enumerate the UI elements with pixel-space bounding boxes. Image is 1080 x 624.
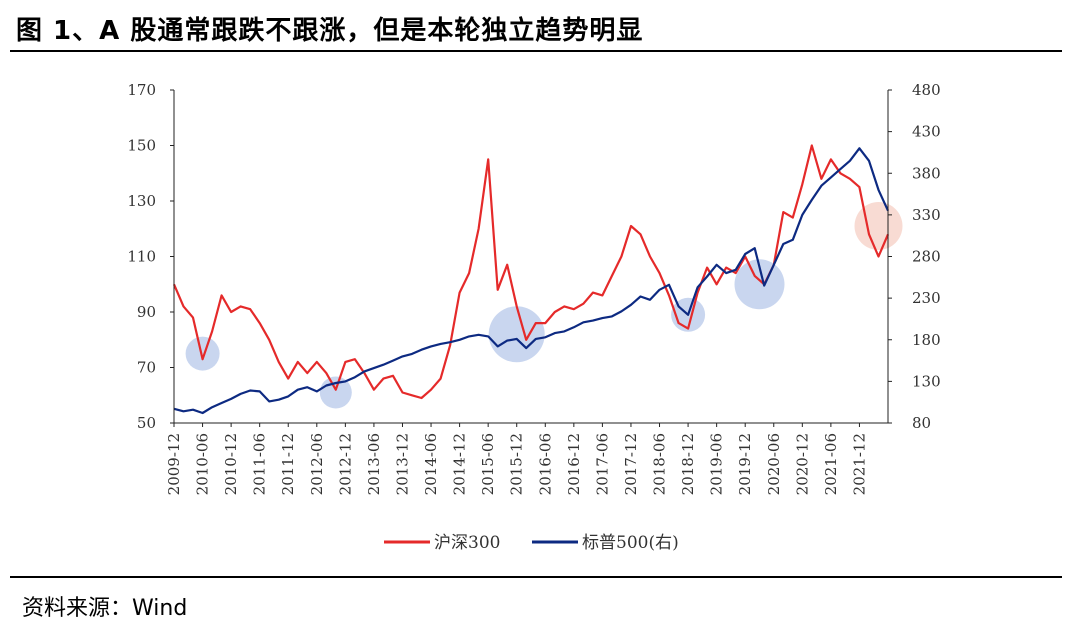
left-tick-label: 110 [127, 248, 156, 266]
source-note: 资料来源：Wind [22, 596, 188, 621]
x-tick-label: 2011-12 [279, 433, 297, 495]
right-tick-label: 430 [912, 123, 941, 141]
series-line-sp500 [173, 147, 890, 415]
highlight-circle-6 [854, 202, 903, 250]
legend-label: 标普500(右) [582, 533, 679, 553]
series-lines [172, 144, 890, 415]
x-tick-label: 2015-12 [508, 433, 526, 495]
x-tick-label: 2019-12 [736, 433, 754, 495]
left-tick-label: 150 [127, 137, 156, 155]
chart-legend: 沪深300 标普500(右) [384, 533, 679, 553]
right-tick-label: 180 [912, 331, 941, 349]
x-tick-label: 2018-06 [651, 433, 669, 495]
x-tick-label: 2015-06 [479, 433, 497, 495]
x-tick-label: 2014-06 [422, 433, 440, 495]
right-tick-label: 230 [912, 289, 941, 307]
x-tick-label: 2013-12 [394, 433, 412, 495]
x-tick-label: 2017-12 [622, 433, 640, 495]
x-tick-label: 2021-06 [822, 433, 840, 495]
bottom-rule [10, 576, 1062, 578]
highlight-circle-3 [488, 306, 545, 363]
x-tick-label: 2020-06 [765, 433, 783, 495]
top-rule [10, 50, 1062, 52]
x-tick-label: 2012-06 [308, 433, 326, 495]
x-tick-label: 2011-06 [251, 433, 269, 495]
left-tick-label: 70 [137, 359, 156, 377]
right-tick-label: 330 [912, 206, 941, 224]
right-tick-label: 280 [912, 248, 941, 266]
x-tick-label: 2014-12 [451, 433, 469, 495]
right-tick-label: 80 [912, 414, 931, 432]
right-tick-label: 380 [912, 164, 941, 182]
x-tick-label: 2016-12 [565, 433, 583, 495]
x-tick-label: 2020-12 [793, 433, 811, 495]
legend-item-csi300: 沪深300 [384, 533, 500, 553]
left-tick-label: 170 [127, 81, 156, 99]
right-tick-label: 130 [912, 372, 941, 390]
figure-title: 图 1、A 股通常跟跌不跟涨，但是本轮独立趋势明显 [16, 16, 644, 46]
x-tick-label: 2012-12 [336, 433, 354, 495]
legend-label: 沪深300 [434, 533, 500, 553]
x-tick-label: 2018-12 [679, 433, 697, 495]
left-tick-label: 50 [137, 414, 156, 432]
x-tick-label: 2017-06 [593, 433, 611, 495]
x-tick-label: 2016-06 [536, 433, 554, 495]
x-tick-label: 2021-12 [850, 433, 868, 495]
right-tick-label: 480 [912, 81, 941, 99]
line-chart: 50 70 90 110 130 150 170 80 130 180 230 280 330 380 43… [127, 81, 940, 553]
legend-item-sp500: 标普500(右) [532, 533, 679, 553]
left-tick-label: 90 [137, 303, 156, 321]
x-tick-label: 2010-06 [194, 433, 212, 495]
left-tick-label: 130 [127, 192, 156, 210]
x-tick-label: 2010-12 [222, 433, 240, 495]
x-tick-label: 2009-12 [165, 433, 183, 495]
highlight-circle-1 [185, 336, 220, 371]
x-tick-label: 2013-06 [365, 433, 383, 495]
highlight-circle-5 [734, 259, 785, 310]
x-tick-label: 2019-06 [708, 433, 726, 495]
chart-axes: 50 70 90 110 130 150 170 80 130 180 230 280 330 380 43… [127, 81, 940, 495]
